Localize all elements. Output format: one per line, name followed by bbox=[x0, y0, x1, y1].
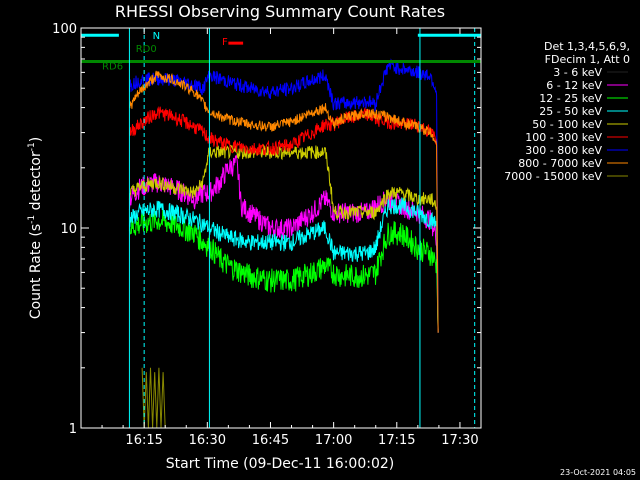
legend: Det 1,3,4,5,6,9,FDecim 1, Att 03 - 6 keV… bbox=[504, 40, 630, 183]
x-tick-label: 17:15 bbox=[378, 433, 415, 448]
y-axis: 1 10 100 bbox=[52, 22, 481, 437]
legend-label: 50 - 100 keV bbox=[532, 118, 602, 131]
legend-label: 100 - 300 keV bbox=[525, 131, 602, 144]
series-line bbox=[129, 70, 439, 333]
y-tick-label: 1 bbox=[69, 422, 77, 437]
legend-label: 25 - 50 keV bbox=[539, 105, 602, 118]
legend-label: 7000 - 15000 keV bbox=[504, 170, 602, 183]
rd0-label: RD0 bbox=[136, 44, 157, 55]
legend-label: 12 - 25 keV bbox=[539, 92, 602, 105]
rd6-label: RD6 bbox=[102, 62, 123, 73]
series-line bbox=[128, 197, 439, 333]
n-label: N bbox=[153, 31, 160, 42]
y-axis-label-sup: -1 bbox=[27, 142, 37, 151]
plot-area: RD0 RD6 N F bbox=[81, 28, 481, 429]
chart-title: RHESSI Observing Summary Count Rates bbox=[115, 2, 445, 21]
series-line bbox=[141, 367, 166, 429]
timestamp: 23-Oct-2021 04:05 bbox=[560, 468, 636, 477]
x-axis-label: Start Time (09-Dec-11 16:00:02) bbox=[166, 456, 394, 472]
legend-header: Det 1,3,4,5,6,9, bbox=[544, 40, 630, 53]
y-axis-label-part: ) bbox=[28, 137, 44, 142]
y-tick-label: 10 bbox=[60, 222, 77, 237]
legend-label: 3 - 6 keV bbox=[553, 66, 602, 79]
legend-label: 6 - 12 keV bbox=[546, 79, 602, 92]
series-line bbox=[128, 58, 439, 333]
legend-label: 800 - 7000 keV bbox=[518, 157, 602, 170]
x-axis: 16:15 16:30 16:45 17:00 17:15 17:30 bbox=[101, 28, 479, 448]
series-line bbox=[128, 209, 439, 333]
x-tick-label: 16:45 bbox=[252, 433, 289, 448]
y-axis-label-part: Count Rate (s bbox=[28, 224, 44, 319]
f-label: F bbox=[222, 37, 228, 48]
x-tick-label: 17:30 bbox=[441, 433, 478, 448]
y-axis-label-sup: -1 bbox=[27, 215, 37, 224]
y-axis-label: Count Rate (s-1 detector-1) bbox=[27, 137, 44, 319]
x-tick-label: 16:30 bbox=[189, 433, 226, 448]
y-axis-label-part: detector bbox=[28, 151, 44, 215]
y-tick-label: 100 bbox=[52, 22, 77, 37]
x-tick-label: 16:15 bbox=[125, 433, 162, 448]
series-line bbox=[128, 153, 439, 333]
legend-label: 300 - 800 keV bbox=[525, 144, 602, 157]
legend-header: FDecim 1, Att 0 bbox=[545, 53, 630, 66]
x-tick-label: 17:00 bbox=[315, 433, 352, 448]
